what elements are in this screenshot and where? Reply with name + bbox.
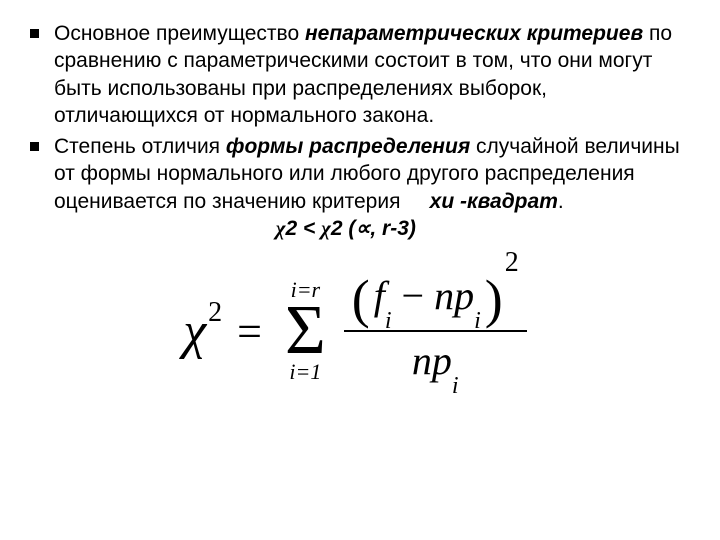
- bullet-text-2: Степень отличия формы распределения случ…: [54, 133, 680, 242]
- bullet-marker-icon: [30, 142, 39, 151]
- bullet-item-1: Основное преимущество непараметрических …: [30, 20, 680, 129]
- exponent-2: 2: [208, 297, 222, 329]
- text-segment: .: [558, 190, 564, 213]
- bullet-item-2: Степень отличия формы распределения случ…: [30, 133, 680, 242]
- inequality-text: 2 <: [285, 217, 321, 240]
- text-bold-segment: непараметрических критериев: [305, 22, 643, 45]
- text-segment: Основное преимущество: [54, 22, 305, 45]
- numerator-expression: fi − npi: [370, 272, 485, 325]
- subscript-i: i: [474, 308, 481, 334]
- denominator: npi: [412, 332, 459, 390]
- text-segment: Степень отличия: [54, 135, 226, 158]
- text-bold-segment: формы распределения: [226, 135, 470, 158]
- sigma-lower-limit: i=1: [289, 361, 321, 383]
- formula-content: χ 2 = i=r Σ i=1 ( fi − npi ) 2 npi: [183, 272, 526, 390]
- var-np: np: [412, 338, 452, 383]
- inequality-args: 2 (∝, r-3): [331, 217, 416, 240]
- var-np: np: [434, 273, 474, 318]
- var-f: f: [374, 273, 385, 318]
- chi-square-formula: χ 2 = i=r Σ i=1 ( fi − npi ) 2 npi: [30, 272, 680, 390]
- text-bold-segment: хи -квадрат: [430, 190, 558, 213]
- minus-sign: −: [392, 273, 435, 318]
- numerator: ( fi − npi ) 2: [344, 272, 527, 330]
- fraction: ( fi − npi ) 2 npi: [344, 272, 527, 390]
- right-paren: ): [485, 275, 503, 324]
- inequality-chi2: χ: [321, 216, 331, 240]
- bullet-marker-icon: [30, 29, 39, 38]
- subscript-i: i: [385, 308, 392, 334]
- equals-sign: =: [237, 306, 262, 357]
- chi-symbol: χ: [183, 302, 206, 361]
- summation: i=r Σ i=1: [285, 279, 326, 383]
- bullet-text-1: Основное преимущество непараметрических …: [54, 20, 680, 129]
- chi-squared-symbol: χ 2: [183, 302, 222, 361]
- subscript-i: i: [452, 373, 459, 399]
- sigma-symbol: Σ: [285, 303, 326, 359]
- left-paren: (: [352, 275, 370, 324]
- exponent-2: 2: [505, 247, 519, 279]
- paren-group: ( fi − npi ): [352, 272, 503, 325]
